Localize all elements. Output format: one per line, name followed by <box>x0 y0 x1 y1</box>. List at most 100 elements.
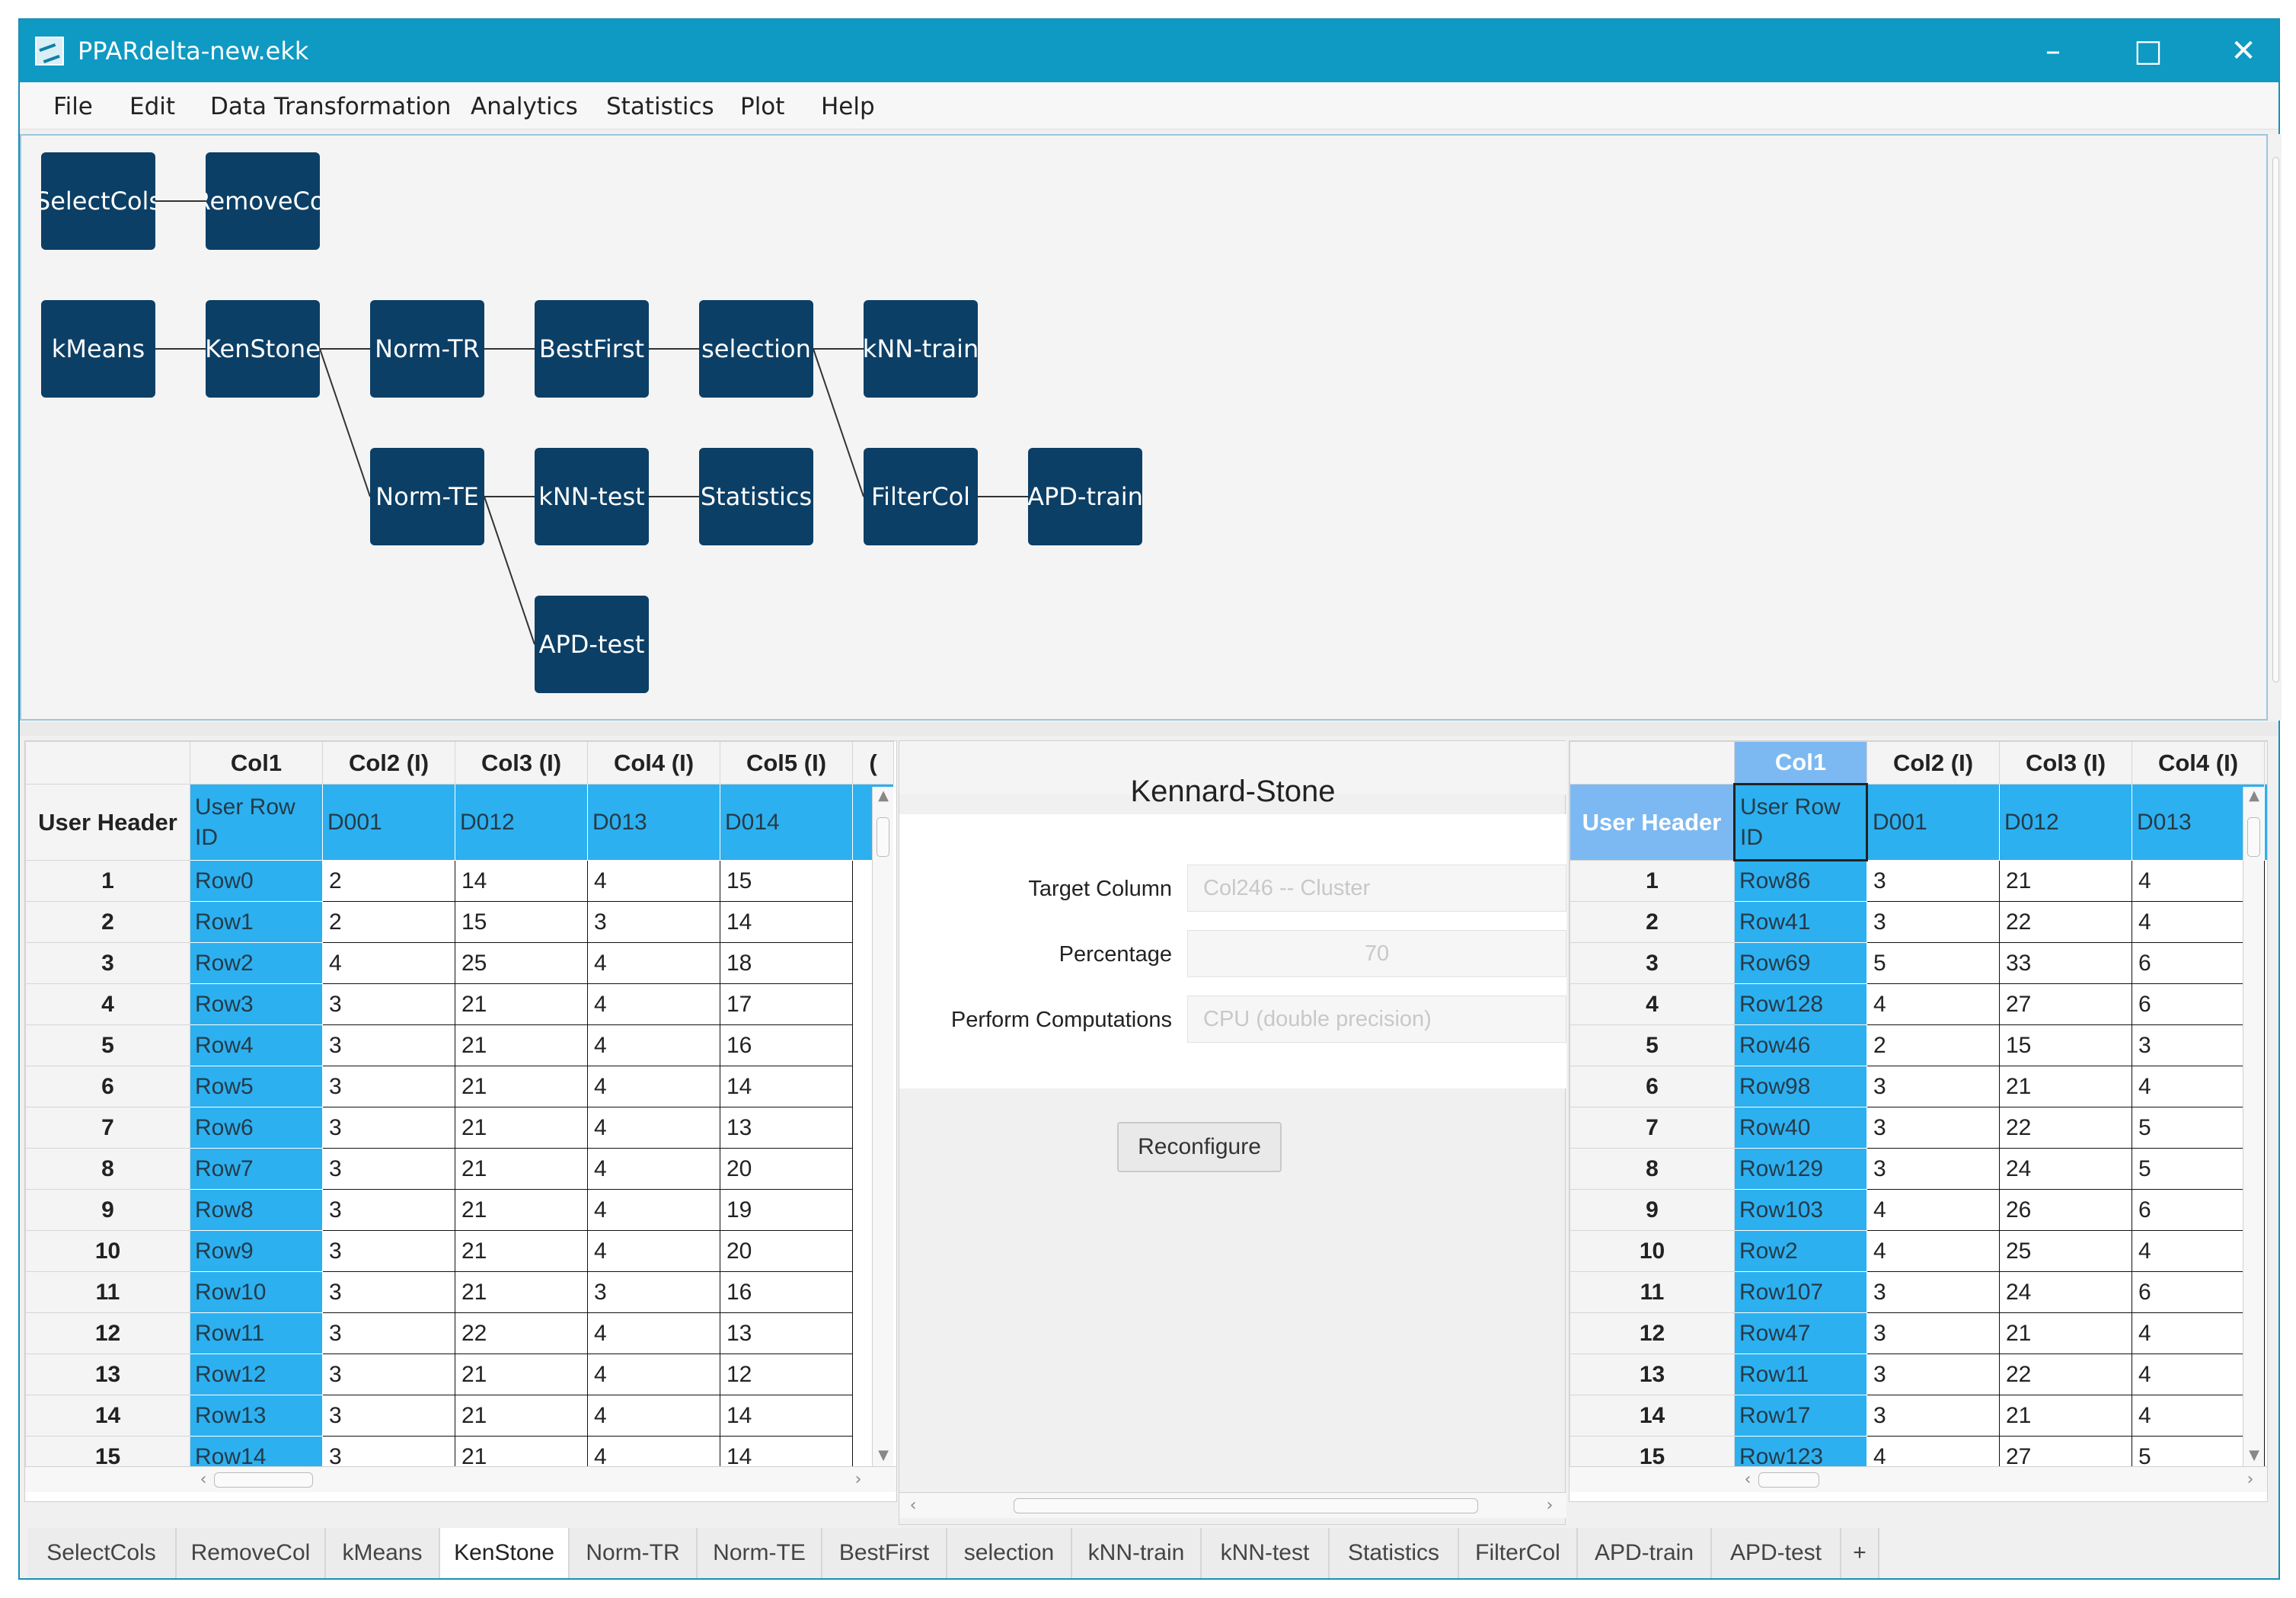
data-cell[interactable]: 3 <box>322 1148 455 1190</box>
column-header[interactable]: Col2 (I) <box>1866 741 2000 785</box>
table-row[interactable]: 3 Row69 5 33 6 <box>1570 942 2267 984</box>
data-cell[interactable]: 21 <box>455 1354 588 1395</box>
data-cell[interactable]: 5 <box>2132 1148 2265 1190</box>
menu-help[interactable]: Help <box>821 93 875 120</box>
row-id-cell[interactable]: Row69 <box>1734 942 1867 984</box>
data-cell[interactable]: 3 <box>322 1189 455 1231</box>
column-header[interactable]: ( <box>2264 741 2267 785</box>
data-cell[interactable]: 3 <box>1866 1395 2000 1437</box>
column-header[interactable]: Col1 <box>190 741 323 785</box>
table-row[interactable]: 13 Row12 3 21 4 12 <box>25 1354 894 1395</box>
menu-file[interactable]: File <box>53 93 93 120</box>
table-row[interactable]: 9 Row8 3 21 4 19 <box>25 1189 894 1231</box>
table-row[interactable]: 10 Row2 4 25 4 <box>1570 1230 2267 1272</box>
user-header-cell[interactable]: D013 <box>2132 784 2265 861</box>
data-cell[interactable]: 5 <box>1866 942 2000 984</box>
data-cell[interactable]: 4 <box>587 983 720 1025</box>
row-id-cell[interactable]: Row2 <box>1734 1230 1867 1272</box>
table-row[interactable]: 1 Row0 2 14 4 15 <box>25 860 894 902</box>
data-cell[interactable]: 14 <box>455 860 588 902</box>
row-id-cell[interactable]: Row1 <box>190 901 323 943</box>
user-header-cell[interactable]: D014 <box>720 784 853 861</box>
data-cell[interactable]: 4 <box>2132 1066 2265 1107</box>
row-id-cell[interactable]: Row46 <box>1734 1024 1867 1066</box>
data-cell[interactable]: 4 <box>2132 1354 2265 1395</box>
data-cell[interactable]: 12 <box>720 1354 853 1395</box>
column-header[interactable]: Col2 (I) <box>322 741 455 785</box>
data-cell[interactable]: 21 <box>1999 860 2132 902</box>
node-kenstone[interactable]: KenStone <box>206 300 320 398</box>
node-knn-test[interactable]: kNN-test <box>535 448 649 545</box>
row-id-cell[interactable]: Row107 <box>1734 1271 1867 1313</box>
data-cell[interactable]: 6 <box>2132 1271 2265 1313</box>
table-row[interactable]: 2 Row1 2 15 3 14 <box>25 901 894 943</box>
column-header[interactable]: ( <box>852 741 894 785</box>
data-cell[interactable]: 4 <box>1866 1189 2000 1231</box>
data-cell[interactable]: 16 <box>720 1024 853 1066</box>
table-row[interactable]: 12 Row11 3 22 4 13 <box>25 1312 894 1354</box>
data-cell[interactable]: 3 <box>322 983 455 1025</box>
user-header-cell[interactable]: D001 <box>1866 784 2000 861</box>
table-row[interactable]: 1 Row86 3 21 4 <box>1570 860 2267 902</box>
data-cell[interactable]: 4 <box>2132 1312 2265 1354</box>
table-row[interactable]: 8 Row7 3 21 4 20 <box>25 1148 894 1190</box>
workflow-canvas[interactable]: SelectCols RemoveCol kMeans KenStone Nor… <box>20 134 2268 721</box>
data-cell[interactable]: 21 <box>455 1271 588 1313</box>
data-cell[interactable]: 21 <box>455 983 588 1025</box>
data-cell[interactable]: 21 <box>455 1148 588 1190</box>
table-row[interactable]: 7 Row6 3 21 4 13 <box>25 1107 894 1149</box>
data-cell[interactable]: 14 <box>720 1066 853 1107</box>
tab-kmeans[interactable]: kMeans <box>326 1528 440 1578</box>
data-cell[interactable]: 4 <box>587 860 720 902</box>
node-bestfirst[interactable]: BestFirst <box>535 300 649 398</box>
data-cell[interactable]: 4 <box>587 1189 720 1231</box>
maximize-icon[interactable]: □ <box>2134 34 2163 69</box>
config-horizontal-scrollbar[interactable]: ‹ › <box>899 1492 1566 1518</box>
row-id-cell[interactable]: Row12 <box>190 1354 323 1395</box>
row-id-cell[interactable]: Row40 <box>1734 1107 1867 1149</box>
row-id-cell[interactable]: Row9 <box>190 1230 323 1272</box>
data-cell[interactable]: 13 <box>720 1312 853 1354</box>
data-cell[interactable]: 22 <box>1999 901 2132 943</box>
row-id-cell[interactable]: Row10 <box>190 1271 323 1313</box>
table-row[interactable]: 14 Row13 3 21 4 14 <box>25 1395 894 1437</box>
target-column-field[interactable]: Col246 -- Cluster <box>1187 865 1566 912</box>
row-id-cell[interactable]: Row6 <box>190 1107 323 1149</box>
data-cell[interactable]: 3 <box>587 1271 720 1313</box>
data-cell[interactable]: 4 <box>1866 983 2000 1025</box>
table-row[interactable]: 12 Row47 3 21 4 <box>1570 1312 2267 1354</box>
percentage-field[interactable]: 70 <box>1187 930 1566 977</box>
data-cell[interactable]: 4 <box>2132 901 2265 943</box>
data-cell[interactable]: 3 <box>1866 1066 2000 1107</box>
row-id-cell[interactable]: Row3 <box>190 983 323 1025</box>
row-id-cell[interactable]: Row5 <box>190 1066 323 1107</box>
row-id-cell[interactable]: Row98 <box>1734 1066 1867 1107</box>
tab-norm-te[interactable]: Norm-TE <box>698 1528 822 1578</box>
data-cell[interactable]: 4 <box>587 1024 720 1066</box>
row-id-cell[interactable]: Row4 <box>190 1024 323 1066</box>
data-cell[interactable]: 4 <box>587 1148 720 1190</box>
row-id-cell[interactable]: Row13 <box>190 1395 323 1437</box>
data-cell[interactable]: 15 <box>1999 1024 2132 1066</box>
data-cell[interactable]: 4 <box>1866 1230 2000 1272</box>
data-cell[interactable]: 20 <box>720 1148 853 1190</box>
table-row[interactable]: 5 Row4 3 21 4 16 <box>25 1024 894 1066</box>
data-cell[interactable]: 25 <box>1999 1230 2132 1272</box>
data-cell[interactable]: 3 <box>322 1312 455 1354</box>
table-row[interactable]: 10 Row9 3 21 4 20 <box>25 1230 894 1272</box>
data-cell[interactable]: 21 <box>455 1107 588 1149</box>
data-cell[interactable]: 6 <box>2132 1189 2265 1231</box>
node-filtercol[interactable]: FilterCol <box>864 448 978 545</box>
node-knn-train[interactable]: kNN-train <box>864 300 978 398</box>
data-cell[interactable]: 3 <box>322 1024 455 1066</box>
row-id-cell[interactable]: Row11 <box>190 1312 323 1354</box>
column-header[interactable]: Col4 (I) <box>587 741 720 785</box>
node-apd-test[interactable]: APD-test <box>535 596 649 693</box>
table-row[interactable]: 6 Row98 3 21 4 <box>1570 1066 2267 1107</box>
data-cell[interactable]: 21 <box>455 1395 588 1437</box>
node-selectcols[interactable]: SelectCols <box>41 152 155 250</box>
row-id-cell[interactable]: Row11 <box>1734 1354 1867 1395</box>
table-row[interactable]: 8 Row129 3 24 5 <box>1570 1148 2267 1190</box>
data-cell[interactable]: 3 <box>322 1271 455 1313</box>
row-id-cell[interactable]: Row0 <box>190 860 323 902</box>
